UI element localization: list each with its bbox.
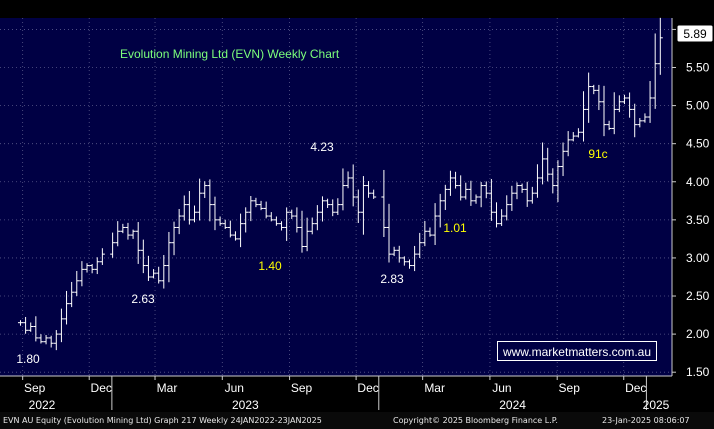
last-price-box (676, 24, 714, 43)
x-tick-label: Jun (492, 381, 511, 395)
x-tick-label: Sep (291, 381, 313, 395)
year-label: 2023 (232, 398, 259, 412)
y-tick-label: 1.50 (686, 365, 710, 379)
x-tick-label: Dec (625, 381, 646, 395)
annotation-label: 1.40 (258, 259, 282, 273)
x-tick-label: Mar (424, 381, 445, 395)
plot-area (0, 18, 672, 376)
x-tick-label: Jun (225, 381, 244, 395)
price-chart: 1.502.002.503.003.504.004.505.005.506.00… (0, 17, 714, 412)
footer-bar: EVN AU Equity (Evolution Mining Ltd) Gra… (0, 412, 714, 429)
y-axis: 1.502.002.503.003.504.004.505.005.506.00 (671, 18, 710, 379)
y-tick-label: 5.00 (686, 99, 710, 113)
x-tick-label: Dec (357, 381, 378, 395)
y-tick-label: 4.00 (686, 175, 710, 189)
y-tick-label: 3.00 (686, 251, 710, 265)
annotation-label: 2.63 (131, 292, 155, 306)
year-label: 2024 (499, 398, 526, 412)
x-tick-label: Mar (157, 381, 178, 395)
chart-title: Evolution Mining Ltd (EVN) Weekly Chart (120, 47, 340, 61)
x-tick-label: Sep (559, 381, 581, 395)
footer-center: Copyright© 2025 Bloomberg Finance L.P. (393, 416, 558, 425)
annotation-label: 1.80 (16, 352, 40, 366)
y-tick-label: 3.50 (686, 213, 710, 227)
x-tick-label: Sep (24, 381, 46, 395)
x-tick-label: Dec (91, 381, 112, 395)
annotations: 1.80 2.63 1.40 4.23 2.83 1.01 91c (16, 140, 607, 366)
annotation-label: 91c (588, 147, 607, 161)
price-bars (17, 17, 663, 351)
annotation-label: 2.83 (380, 272, 404, 286)
y-tick-label: 2.50 (686, 289, 710, 303)
y-tick-label: 5.50 (686, 61, 710, 75)
y-tick-label: 4.50 (686, 137, 710, 151)
year-label: 2022 (29, 398, 56, 412)
y-tick-label: 2.00 (686, 327, 710, 341)
last-price-label: 5.89 (683, 27, 707, 41)
grid-lines (0, 18, 672, 376)
x-axis: Sep Dec Mar Jun Sep Dec Mar Jun Sep Dec 2022 2023 20… (0, 375, 672, 412)
year-label: 2025 (643, 398, 670, 412)
annotation-label: 1.01 (443, 221, 467, 235)
footer-right: 23-Jan-2025 08:06:07 (602, 416, 690, 425)
annotation-label: 4.23 (310, 140, 334, 154)
footer-left: EVN AU Equity (Evolution Mining Ltd) Gra… (3, 416, 322, 425)
watermark[interactable]: www.marketmatters.com.au (497, 341, 657, 361)
last-price-tag: 5.89 (676, 24, 714, 43)
